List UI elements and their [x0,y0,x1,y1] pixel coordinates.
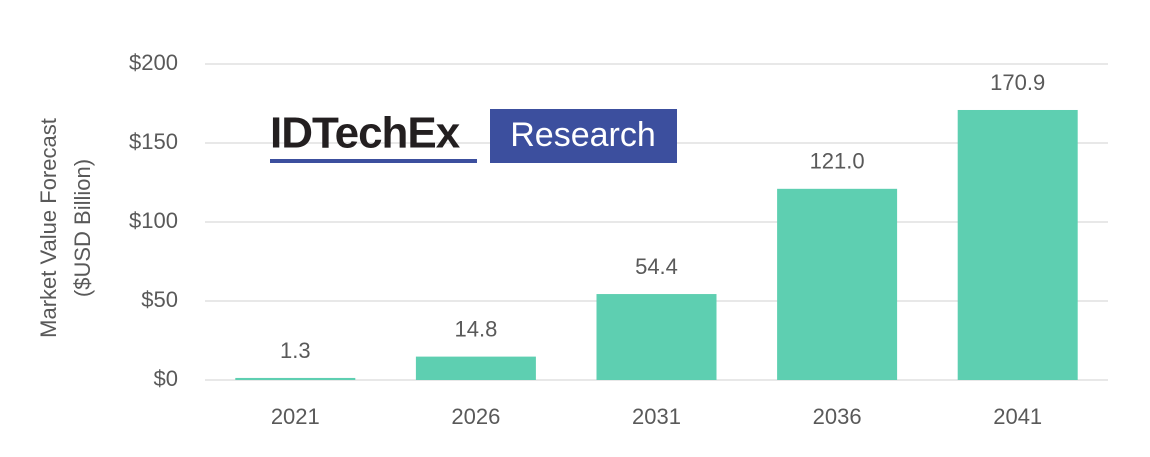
y-tick-label: $50 [141,287,178,312]
data-label: 54.4 [635,254,678,279]
data-label: 170.9 [990,70,1045,95]
x-tick-label: 2026 [451,404,500,429]
bar [415,356,536,380]
data-label: 1.3 [280,338,311,363]
y-tick-label: $200 [129,50,178,75]
bar [596,294,717,380]
data-label: 14.8 [454,316,497,341]
x-tick-label: 2041 [993,404,1042,429]
logo-underline [270,159,477,163]
y-tick-label: $150 [129,129,178,154]
data-label: 121.0 [810,149,865,174]
x-tick-label: 2021 [271,404,320,429]
bar [235,377,356,380]
y-tick-label: $100 [129,208,178,233]
x-tick-label: 2036 [813,404,862,429]
logo-text: IDTechEx [270,109,461,158]
bar [957,109,1078,380]
logo-box [490,109,677,163]
logo: IDTechEx Research [270,109,677,163]
x-tick-label: 2031 [632,404,681,429]
bar [777,188,898,380]
y-axis-label: Market Value Forecast [36,118,61,338]
y-tick-label: $0 [154,366,178,391]
logo-text: Research [510,116,656,154]
y-axis-label: ($USD Billion) [70,159,95,297]
